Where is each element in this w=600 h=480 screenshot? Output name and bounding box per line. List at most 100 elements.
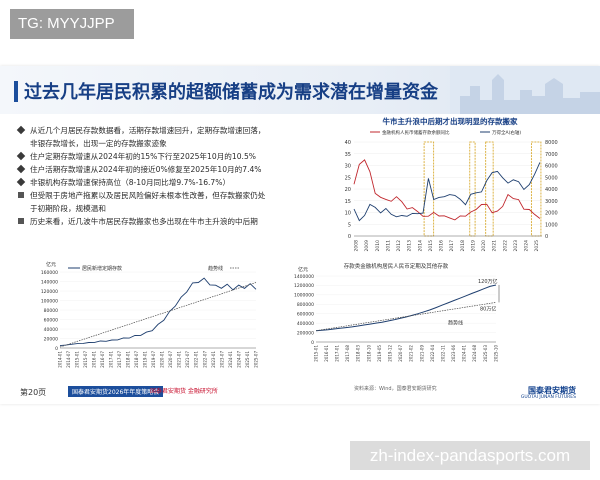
series-line — [59, 282, 257, 348]
x-tick-label: 2016-07 — [100, 351, 105, 368]
x-tick-label: 2016-01 — [324, 345, 329, 362]
x-tick-label: 2022-11 — [440, 345, 445, 362]
x-tick-label: 2018 — [460, 240, 466, 252]
x-tick-label: 2025-03 — [483, 345, 488, 362]
x-tick-label: 2021-02 — [409, 345, 414, 362]
series-line — [353, 162, 541, 222]
skyline-decoration-icon — [450, 66, 600, 114]
x-tick-label: 2023-06 — [451, 345, 456, 362]
x-tick-label: 2025-01 — [245, 351, 250, 368]
bullet-item: 住户活期存款增速从2024年初的接近0%修复至2025年10月的7.4% — [16, 163, 318, 176]
x-tick-label: 2017-01 — [335, 345, 340, 362]
x-tick-label: 2023-07 — [219, 351, 224, 368]
y-left-tick-label: 0 — [348, 234, 351, 240]
chart3-title: 存款类金融机构居民人民币定期及其他存款 — [344, 262, 449, 270]
diamond-bullet-icon — [16, 151, 26, 161]
x-tick-label: 2024-01 — [228, 351, 233, 368]
y-tick-label: 1200000 — [294, 283, 314, 289]
annotation-120: 120万亿 — [478, 278, 498, 285]
watermark-banner: zh-index-pandasports.com — [350, 441, 590, 470]
x-tick-label: 2018-10 — [366, 345, 371, 362]
company-logo: 国泰君安期货 — [528, 386, 576, 395]
y-right-tick-label: 3000 — [545, 199, 558, 205]
x-tick-label: 2013 — [407, 240, 413, 252]
x-tick-label: 2022 — [502, 240, 508, 252]
unit-label: 亿元 — [46, 261, 56, 268]
x-tick-label: 2025 — [534, 240, 540, 252]
y-left-tick-label: 15 — [345, 199, 351, 205]
series-line — [315, 302, 497, 332]
x-tick-label: 2019 — [470, 240, 476, 252]
x-tick-label: 2012 — [396, 240, 402, 252]
annotation-80: 80万亿 — [480, 305, 496, 312]
bullet-text: 历史来看，近几波牛市居民存款搬家也多出现在牛市主升浪的中后期 — [30, 217, 258, 226]
x-tick-label: 2020-07 — [168, 351, 173, 368]
x-tick-label: 2016-01 — [91, 351, 96, 368]
overlay-tag: TG: MYYJJPP — [10, 9, 134, 39]
x-tick-label: 2022-01 — [194, 351, 199, 368]
x-tick-label: 2018-03 — [356, 345, 361, 362]
series-line — [353, 159, 541, 221]
y-left-tick-label: 35 — [345, 152, 351, 158]
unit-label: 亿元 — [298, 266, 308, 273]
y-left-tick-label: 5 — [348, 222, 351, 228]
y-tick-label: 0 — [55, 346, 58, 352]
x-tick-label: 2019-12 — [388, 345, 393, 362]
square-bullet-icon — [18, 192, 24, 198]
x-tick-label: 2023-01 — [211, 351, 216, 368]
y-right-tick-label: 1000 — [545, 222, 558, 228]
chart-household-time-deposits: 存款类金融机构居民人民币定期及其他存款 亿元 0 200000 400000 60000… — [294, 262, 500, 362]
bullet-item: 于初期阶段，规模温和 — [18, 202, 318, 215]
bullet-text: 从近几个月居民存款数据看，活期存款增速回升，定期存款增速回落， — [30, 126, 266, 135]
x-tick-label: 2017-01 — [109, 351, 114, 368]
y-tick-label: 800000 — [297, 302, 314, 308]
y-tick-label: 0 — [311, 340, 314, 346]
y-tick-label: 200000 — [297, 330, 314, 336]
bullet-text: 住户定期存款增速从2024年初的15%下行至2025年10月的10.5% — [30, 152, 257, 161]
footer-banner-2: 国泰君安期货 金融研究所 — [150, 388, 218, 395]
legend-label: 金融机构人民币储蓄存款余额同比 — [382, 129, 450, 136]
x-tick-label: 2022-07 — [202, 351, 207, 368]
series-line — [315, 284, 497, 332]
y-right-tick-label: 7000 — [545, 152, 558, 158]
source-note: 资料来源：Wind，国泰君安期货研究 — [354, 386, 437, 392]
x-tick-label: 2018-01 — [126, 351, 131, 368]
y-tick-label: 160000 — [41, 270, 58, 276]
square-bullet-icon — [18, 218, 24, 224]
y-right-tick-label: 0 — [545, 234, 548, 240]
company-logo-en: GUOTAI JUNAN FUTURES — [520, 395, 576, 400]
x-tick-label: 2015 — [428, 240, 434, 252]
header-accent-bar — [14, 81, 18, 102]
bullet-item: 非银存款增长，出现一定的存款搬家迹象 — [18, 137, 318, 150]
bullet-list: 从近几个月居民存款数据看，活期存款增速回升，定期存款增速回落， 非银存款增长，出现… — [16, 124, 318, 228]
page-number: 第20页 — [20, 388, 47, 397]
x-tick-label: 2024 — [524, 240, 530, 252]
x-tick-label: 2019-01 — [143, 351, 148, 368]
bullet-text: 于初期阶段，规模温和 — [30, 204, 106, 213]
y-right-tick-label: 4000 — [545, 187, 558, 193]
bullet-item: 但受限于房地产拖累以及居民风险偏好未根本性改善，但存款搬家仍处 — [18, 189, 318, 202]
x-tick-label: 2021-09 — [419, 345, 424, 362]
x-tick-label: 2022-04 — [430, 345, 435, 362]
x-tick-label: 2024-08 — [472, 345, 477, 362]
y-right-tick-label: 2000 — [545, 211, 558, 217]
x-tick-label: 2024-07 — [236, 351, 241, 368]
y-tick-label: 400000 — [297, 321, 314, 327]
x-tick-label: 2019-05 — [377, 345, 382, 362]
x-tick-label: 2021-07 — [185, 351, 190, 368]
x-tick-label: 2017-07 — [117, 351, 122, 368]
x-tick-label: 2011 — [385, 240, 391, 252]
diamond-bullet-icon — [16, 164, 26, 174]
diamond-bullet-icon — [16, 177, 26, 187]
x-tick-label: 2021-01 — [177, 351, 182, 368]
x-tick-label: 2015-07 — [83, 351, 88, 368]
y-tick-label: 1000000 — [294, 293, 314, 299]
y-left-tick-label: 10 — [345, 211, 351, 217]
y-tick-label: 80000 — [44, 308, 58, 314]
y-tick-label: 40000 — [44, 327, 58, 333]
y-tick-label: 140000 — [41, 279, 58, 285]
x-tick-label: 2019-07 — [151, 351, 156, 368]
chart-deposit-vs-index: 牛市主升浪中后期才出现明显的存款搬家 金融机构人民币储蓄存款余额同比 万得全A(右… — [345, 116, 558, 252]
x-tick-label: 2016 — [439, 240, 445, 252]
